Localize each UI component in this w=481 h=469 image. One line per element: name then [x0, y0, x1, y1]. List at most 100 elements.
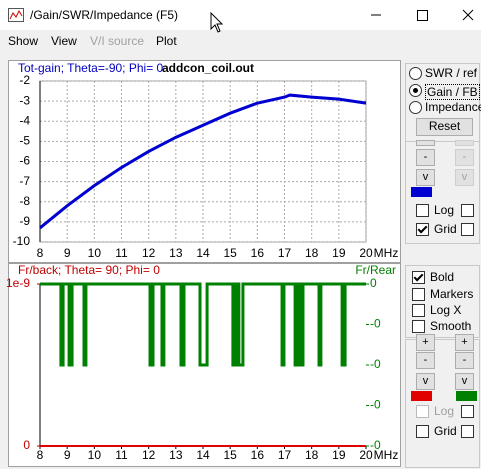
- button: -: [455, 149, 474, 166]
- x-tick-label: 8: [37, 246, 44, 260]
- checkbox: [416, 405, 429, 418]
- checkbox[interactable]: [416, 204, 429, 217]
- checkbox[interactable]: [412, 304, 425, 317]
- menu-item[interactable]: Plot: [156, 34, 177, 48]
- checkbox-label[interactable]: Smooth: [430, 319, 472, 333]
- x-tick-label: 16: [251, 448, 265, 462]
- y-tick-label: -2: [19, 73, 30, 87]
- checkbox-label[interactable]: Markers: [430, 287, 474, 301]
- color-swatch[interactable]: [456, 391, 477, 401]
- checkbox[interactable]: [461, 204, 474, 217]
- button[interactable]: v: [416, 169, 435, 186]
- x-tick-label: 9: [64, 246, 71, 260]
- checkbox[interactable]: [416, 223, 429, 236]
- y2-tick-label: -0: [370, 438, 381, 452]
- button[interactable]: +: [455, 334, 474, 351]
- radio[interactable]: [409, 84, 422, 97]
- checkbox-label[interactable]: Grid: [434, 424, 457, 438]
- data-line: [39, 93, 367, 230]
- menu-item[interactable]: Show: [8, 34, 39, 48]
- charts: Tot-gain; Theta=-90; Phi= 0addcon_coil.o…: [6, 60, 401, 467]
- x-tick-label: 20: [359, 246, 373, 260]
- x-tick-label: 17: [278, 246, 292, 260]
- button[interactable]: v: [455, 373, 474, 390]
- y-tick-label: 0: [23, 438, 30, 452]
- radio[interactable]: [409, 67, 422, 80]
- button[interactable]: v: [416, 373, 435, 390]
- y-tick-label: -4: [19, 113, 30, 127]
- x-tick-label: 15: [223, 246, 237, 260]
- y-tick-label: 1e-9: [6, 276, 30, 290]
- x-tick-label: 12: [142, 448, 156, 462]
- chart-title: Fr/back; Theta= 90; Phi= 0: [18, 263, 160, 277]
- options-group: [405, 265, 480, 338]
- checkbox[interactable]: [461, 425, 474, 438]
- checkbox-label: Log: [434, 404, 455, 418]
- x-tick-label: 10: [88, 448, 102, 462]
- x-axis-label: MHz: [374, 246, 399, 260]
- x-tick-label: 10: [88, 246, 102, 260]
- y-tick-label: -9: [19, 214, 30, 228]
- checkbox[interactable]: [412, 320, 425, 333]
- x-tick-label: 19: [332, 246, 346, 260]
- reset-button[interactable]: Reset: [416, 118, 473, 136]
- x-tick-label: 18: [305, 448, 319, 462]
- button[interactable]: -: [416, 149, 435, 166]
- radio-label[interactable]: Impedance: [425, 100, 481, 114]
- y2-tick-label: -0: [370, 398, 381, 412]
- checkbox-label[interactable]: Grid: [434, 222, 457, 236]
- window-controls[interactable]: [360, 0, 481, 30]
- radio[interactable]: [409, 101, 422, 114]
- x-tick-label: 15: [223, 448, 237, 462]
- y2-tick-label: 0: [370, 276, 377, 290]
- x-tick-label: 9: [64, 448, 71, 462]
- y-tick-label: -8: [19, 194, 30, 208]
- checkbox[interactable]: [412, 271, 425, 284]
- x-tick-label: 13: [169, 246, 183, 260]
- button[interactable]: -: [455, 352, 474, 369]
- color-swatch[interactable]: [411, 391, 432, 401]
- checkbox[interactable]: [461, 223, 474, 236]
- y-tick-label: -5: [19, 134, 30, 148]
- checkbox[interactable]: [412, 288, 425, 301]
- x-axis-label: MHz: [374, 448, 399, 462]
- y-tick-label: -10: [13, 234, 31, 248]
- y-tick-label: -3: [19, 93, 30, 107]
- title-bar: /Gain/SWR/Impedance (F5): [0, 0, 481, 33]
- y2-axis-label: Fr/Rear: [355, 263, 396, 277]
- radio-label[interactable]: SWR / ref: [425, 66, 478, 80]
- menu-item[interactable]: View: [51, 34, 77, 48]
- mouse-cursor: [210, 12, 224, 33]
- x-tick-label: 19: [332, 448, 346, 462]
- window-title: /Gain/SWR/Impedance (F5): [30, 8, 179, 22]
- checkbox-label[interactable]: Log: [434, 203, 455, 217]
- button: v: [455, 169, 474, 186]
- button[interactable]: -: [416, 352, 435, 369]
- x-tick-label: 11: [115, 448, 128, 462]
- button[interactable]: +: [416, 334, 435, 351]
- checkbox[interactable]: [461, 405, 474, 418]
- y-tick-label: -7: [19, 174, 30, 188]
- x-tick-label: 17: [278, 448, 292, 462]
- x-tick-label: 13: [169, 448, 183, 462]
- trace-group: [405, 141, 480, 244]
- checkbox-label[interactable]: Log X: [430, 303, 462, 317]
- checkbox-label[interactable]: Bold: [430, 270, 455, 284]
- x-tick-label: 11: [115, 246, 128, 260]
- x-tick-label: 14: [196, 448, 210, 462]
- y-tick-label: -6: [19, 154, 30, 168]
- chart-subtitle: addcon_coil.out: [162, 61, 254, 75]
- x-tick-label: 18: [305, 246, 319, 260]
- button[interactable]: [416, 140, 435, 146]
- x-tick-label: 12: [142, 246, 156, 260]
- checkbox[interactable]: [416, 425, 429, 438]
- radio-label[interactable]: Gain / FB: [425, 84, 480, 100]
- x-tick-label: 20: [359, 448, 373, 462]
- data-line: [40, 282, 366, 367]
- button: [455, 140, 474, 146]
- y2-tick-label: -0: [370, 317, 381, 331]
- trace-group: [405, 339, 480, 468]
- color-swatch[interactable]: [411, 187, 432, 197]
- x-tick-label: 8: [37, 448, 44, 462]
